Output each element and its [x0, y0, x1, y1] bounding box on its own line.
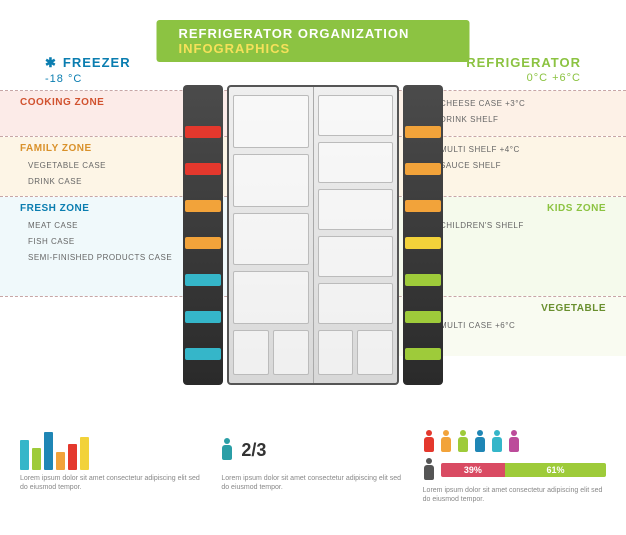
split-a: 39%: [441, 463, 505, 477]
shelf: [233, 154, 309, 207]
freezer-header: ✱FREEZER -18 °C: [45, 55, 131, 85]
person-icon: [423, 458, 435, 482]
person-icon: [474, 430, 486, 454]
ratio-panel: 2/3 Lorem ipsum dolor sit amet consectet…: [221, 430, 404, 520]
drawer: [318, 330, 354, 375]
page-title: REFRIGERATOR ORGANIZATION INFOGRAPHICS: [157, 20, 470, 62]
sub-label: DRINK CASE: [28, 177, 82, 186]
bar: [56, 452, 65, 470]
door-shelf: [405, 163, 441, 175]
sub-label: MULTI SHELF +4°C: [440, 145, 520, 154]
fridge-compartment: [313, 87, 398, 383]
people-row: [423, 430, 606, 452]
footer-stats: Lorem ipsum dolor sit amet consectetur a…: [20, 430, 606, 520]
sub-label: SAUCE SHELF: [440, 161, 501, 170]
sub-label: MEAT CASE: [28, 221, 78, 230]
bar: [20, 440, 29, 470]
split-bar: 39%61%: [441, 463, 606, 477]
bar: [32, 448, 41, 470]
door-shelf: [185, 163, 221, 175]
drawer: [273, 330, 309, 375]
shelf: [233, 213, 309, 266]
zone-label: KIDS ZONE: [547, 203, 606, 214]
door-shelf: [185, 237, 221, 249]
door-shelf: [405, 311, 441, 323]
sub-label: DRINK SHELF: [440, 115, 498, 124]
door-shelf: [185, 200, 221, 212]
lorem-2: Lorem ipsum dolor sit amet consectetur a…: [221, 474, 404, 492]
shelf: [318, 142, 394, 183]
person-icon: [423, 430, 435, 454]
bar-chart: [20, 430, 203, 470]
people-split-panel: 39%61% Lorem ipsum dolor sit amet consec…: [423, 430, 606, 520]
person-icon: [221, 438, 233, 462]
ratio-value: 2/3: [241, 440, 266, 461]
lorem-3: Lorem ipsum dolor sit amet consectetur a…: [423, 486, 606, 504]
title-main: REFRIGERATOR ORGANIZATION: [179, 26, 410, 41]
zone-label: FAMILY ZONE: [20, 143, 92, 154]
zone-label: FRESH ZONE: [20, 203, 89, 214]
sub-label: FISH CASE: [28, 237, 75, 246]
drawer: [233, 330, 269, 375]
bar: [80, 437, 89, 470]
drawers: [233, 330, 309, 375]
split-b: 61%: [505, 463, 606, 477]
drawers: [318, 330, 394, 375]
freezer-temp: -18 °C: [45, 73, 131, 85]
drawer: [357, 330, 393, 375]
snowflake-icon: ✱: [45, 55, 57, 70]
sub-label: CHILDREN'S SHELF: [440, 221, 524, 230]
person-icon: [491, 430, 503, 454]
fridge-temp: 0°C +6°C: [466, 72, 581, 84]
shelf: [233, 271, 309, 324]
bar-chart-panel: Lorem ipsum dolor sit amet consectetur a…: [20, 430, 203, 520]
lorem-1: Lorem ipsum dolor sit amet consectetur a…: [20, 474, 203, 492]
door-shelf: [185, 348, 221, 360]
door-shelf: [185, 311, 221, 323]
sub-label: CHEESE CASE +3°C: [440, 99, 525, 108]
fridge-illustration: [183, 85, 443, 385]
zone-label: VEGETABLE: [541, 303, 606, 314]
door-shelf: [405, 126, 441, 138]
fridge-door: [403, 85, 443, 385]
shelf: [233, 95, 309, 148]
door-shelf: [405, 237, 441, 249]
freezer-door: [183, 85, 223, 385]
door-shelf: [185, 274, 221, 286]
freezer-compartment: [229, 87, 313, 383]
door-shelf: [405, 200, 441, 212]
ratio-stat: 2/3: [221, 430, 404, 470]
sub-label: VEGETABLE CASE: [28, 161, 106, 170]
bar: [44, 432, 53, 470]
shelf: [318, 95, 394, 136]
person-icon: [508, 430, 520, 454]
door-shelf: [405, 348, 441, 360]
person-icon: [440, 430, 452, 454]
shelf: [318, 189, 394, 230]
bar: [68, 444, 77, 470]
sub-label: MULTI CASE +6°C: [440, 321, 515, 330]
title-accent: INFOGRAPHICS: [179, 41, 291, 56]
person-icon: [457, 430, 469, 454]
door-shelf: [405, 274, 441, 286]
shelf: [318, 283, 394, 324]
fridge-header: REFRIGERATOR 0°C +6°C: [466, 55, 581, 84]
cabinet: [227, 85, 399, 385]
shelf: [318, 236, 394, 277]
door-shelf: [185, 126, 221, 138]
sub-label: SEMI-FINISHED PRODUCTS CASE: [28, 253, 172, 262]
zone-label: COOKING ZONE: [20, 97, 104, 108]
